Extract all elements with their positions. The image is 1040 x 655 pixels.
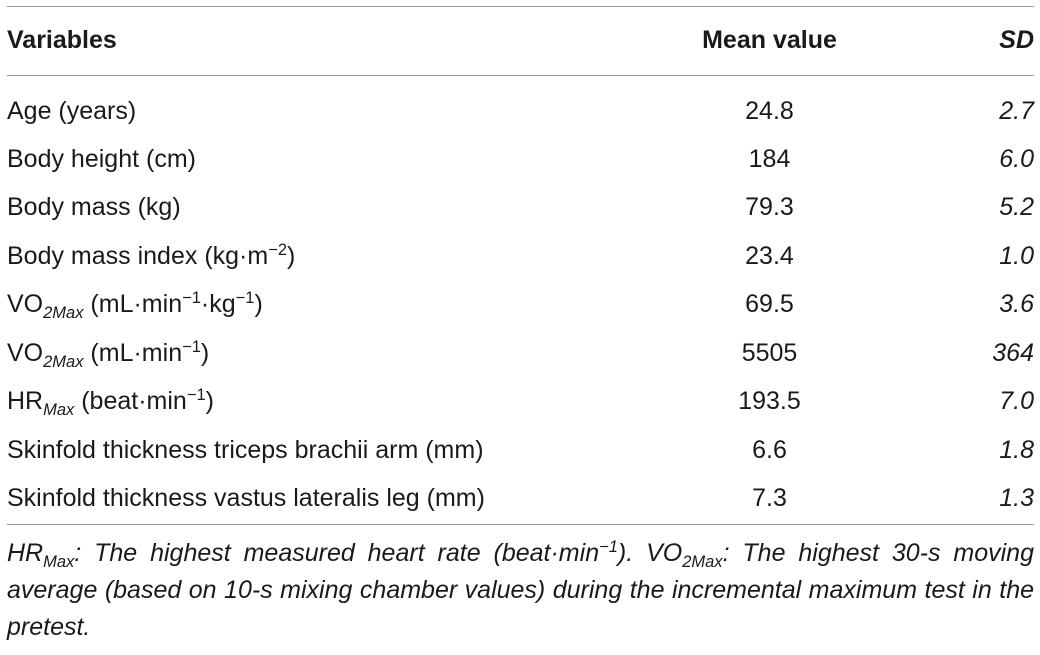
row-mean: 184 (748, 144, 791, 173)
row-mean: 5505 (741, 338, 798, 367)
footnote-hr-text: : The highest measured heart rate (beat·… (74, 539, 600, 567)
label-subscript: Max (43, 401, 75, 420)
row-mean: 79.3 (745, 193, 794, 222)
table-row: Body mass (kg) 79.3 5.2 (7, 184, 1034, 233)
row-label: VO2Max (mL·min−1) (7, 329, 647, 378)
label-superscript: −2 (268, 240, 288, 259)
row-label: Skinfold thickness triceps brachii arm (… (7, 435, 484, 464)
row-sd: 7.0 (999, 387, 1034, 416)
label-subscript: 2Max (43, 352, 84, 371)
header-rule (7, 75, 1034, 76)
footnote-hr-superscript: −1 (599, 537, 618, 556)
row-mean: 6.6 (752, 435, 787, 464)
label-superscript: −1 (235, 289, 255, 308)
label-superscript: −1 (186, 386, 206, 405)
row-label: Body height (cm) (7, 144, 196, 173)
table-row: Body mass index (kg·m−2) 23.4 1.0 (7, 232, 1034, 281)
row-sd: 364 (992, 338, 1034, 367)
bottom-rule (7, 524, 1034, 525)
label-text: (mL·min (83, 290, 183, 319)
table-row: Age (years) 24.8 2.7 (7, 75, 1034, 135)
label-text: ·kg (200, 290, 236, 319)
label-text: Body mass index (kg·m (7, 241, 269, 270)
data-table: Variables Mean value SD Age (years) 24.8… (7, 6, 1034, 523)
row-sd: 1.0 (999, 241, 1034, 270)
row-sd: 3.6 (999, 290, 1034, 319)
table-row: VO2Max (mL·min−1·kg−1) 69.5 3.6 (7, 281, 1034, 330)
table-row: Skinfold thickness vastus lateralis leg … (7, 475, 1034, 524)
row-mean: 23.4 (745, 241, 794, 270)
header-row: Variables Mean value SD (7, 6, 1034, 75)
row-label: Body mass (kg) (7, 193, 181, 222)
row-sd: 1.8 (999, 435, 1034, 464)
row-sd: 2.7 (999, 96, 1034, 125)
footnote-hr-subscript: Max (43, 552, 75, 571)
top-rule (7, 6, 1034, 7)
label-text: VO (7, 338, 44, 367)
row-label: Age (years) (7, 96, 137, 125)
label-text: ) (200, 338, 210, 367)
label-superscript: −1 (182, 337, 201, 356)
row-sd: 1.3 (999, 484, 1034, 513)
row-sd: 5.2 (999, 193, 1034, 222)
table-row: HRMax (beat·min−1) 193.5 7.0 (7, 378, 1034, 427)
row-mean: 193.5 (738, 387, 801, 416)
label-text: VO (7, 290, 44, 319)
label-text: ) (205, 387, 214, 416)
row-mean: 7.3 (752, 484, 787, 513)
table-row: VO2Max (mL·min−1) 5505 364 (7, 329, 1034, 378)
table-row: Skinfold thickness triceps brachii arm (… (7, 426, 1034, 475)
header-variables: Variables (7, 26, 117, 54)
row-label: Skinfold thickness vastus lateralis leg … (7, 484, 485, 513)
label-subscript: 2Max (43, 304, 84, 323)
footnote-vo-text: : The highest 30-s moving average (based… (7, 539, 1034, 641)
footnote-vo-subscript: 2Max (682, 552, 723, 571)
table-footnote: HRMax: The highest measured heart rate (… (7, 535, 1034, 646)
label-text: (mL·min (83, 338, 183, 367)
footnote-hr: HR (7, 539, 44, 567)
label-text: ) (287, 241, 296, 270)
row-mean: 24.8 (745, 96, 794, 125)
row-sd: 6.0 (999, 144, 1034, 173)
header-mean: Mean value (702, 26, 837, 54)
label-superscript: −1 (182, 289, 201, 308)
label-text: ) (254, 290, 263, 319)
row-mean: 69.5 (745, 290, 794, 319)
header-sd: SD (999, 26, 1034, 54)
row-label: Body mass index (kg·m−2) (7, 232, 647, 281)
label-text: (beat·min (74, 387, 187, 416)
footnote-hr-close: ). (617, 539, 647, 567)
footnote-vo: VO (646, 539, 683, 567)
row-label: VO2Max (mL·min−1·kg−1) (7, 281, 647, 330)
label-text: HR (7, 387, 44, 416)
table-row: Body height (cm) 184 6.0 (7, 135, 1034, 184)
row-label: HRMax (beat·min−1) (7, 378, 647, 427)
